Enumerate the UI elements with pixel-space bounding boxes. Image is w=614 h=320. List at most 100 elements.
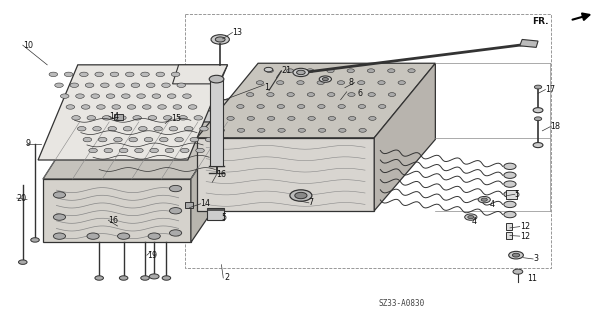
Circle shape [317,81,324,84]
Polygon shape [43,179,191,243]
Circle shape [268,116,275,120]
Text: 16: 16 [108,216,119,225]
Circle shape [468,215,474,219]
Bar [207,208,224,220]
Circle shape [509,252,523,259]
Circle shape [237,105,244,108]
Polygon shape [519,39,538,47]
Circle shape [478,196,491,203]
Circle shape [117,233,130,239]
Circle shape [87,233,99,239]
Circle shape [348,93,355,96]
Circle shape [368,93,375,96]
Circle shape [319,76,332,82]
Circle shape [398,81,405,84]
Polygon shape [197,63,435,138]
Circle shape [154,126,162,131]
Circle shape [266,69,273,73]
Circle shape [137,94,146,98]
Circle shape [139,126,147,131]
Polygon shape [197,138,375,211]
Circle shape [93,126,101,131]
Circle shape [369,116,376,120]
Text: 8: 8 [349,78,354,87]
Text: 5: 5 [515,190,520,199]
Circle shape [169,126,177,131]
Circle shape [246,93,254,96]
Circle shape [322,77,328,81]
Circle shape [104,148,112,153]
Circle shape [119,148,128,153]
Text: 2: 2 [225,273,230,282]
Circle shape [80,72,88,76]
Polygon shape [173,65,228,84]
Circle shape [504,212,516,218]
Circle shape [216,37,225,42]
Circle shape [161,83,170,87]
Circle shape [378,105,386,108]
Circle shape [70,83,79,87]
Text: 16: 16 [217,170,227,179]
Circle shape [60,94,69,98]
Circle shape [258,128,265,132]
Circle shape [181,148,189,153]
Circle shape [49,72,58,76]
Circle shape [247,116,255,120]
Circle shape [101,83,109,87]
Circle shape [125,72,134,76]
Circle shape [108,126,117,131]
Circle shape [408,69,415,73]
Text: 4: 4 [472,217,477,226]
Circle shape [163,116,172,120]
Circle shape [288,116,295,120]
Text: 18: 18 [550,122,560,131]
Circle shape [188,105,197,109]
Circle shape [184,126,193,131]
Bar [114,114,123,120]
Polygon shape [43,122,228,179]
Circle shape [534,117,542,121]
Circle shape [319,128,326,132]
Circle shape [87,116,96,120]
Circle shape [158,105,166,109]
Text: 11: 11 [527,274,537,283]
Circle shape [141,276,149,280]
Circle shape [276,81,284,84]
Text: 21: 21 [281,66,292,75]
Circle shape [328,116,336,120]
Circle shape [504,181,516,187]
Circle shape [317,105,325,108]
Text: 13: 13 [233,28,243,37]
Circle shape [168,94,176,98]
Circle shape [177,83,185,87]
Text: FR.: FR. [532,17,548,26]
Circle shape [227,116,235,120]
Circle shape [95,276,104,280]
Circle shape [112,105,120,109]
Circle shape [513,269,523,274]
Circle shape [156,72,165,76]
Circle shape [297,70,305,75]
Circle shape [165,148,174,153]
Circle shape [173,105,182,109]
Circle shape [160,137,168,142]
Circle shape [182,94,191,98]
Circle shape [357,81,365,84]
Circle shape [295,192,307,199]
Circle shape [119,276,128,280]
Circle shape [257,105,264,108]
Text: 3: 3 [533,254,538,263]
Circle shape [533,142,543,148]
Circle shape [512,253,519,257]
Circle shape [142,105,151,109]
Text: 15: 15 [171,114,181,123]
Text: 20: 20 [17,194,27,203]
Circle shape [504,172,516,178]
Circle shape [122,94,130,98]
Circle shape [110,72,119,76]
Circle shape [504,201,516,208]
Circle shape [53,192,66,198]
Circle shape [133,116,141,120]
Circle shape [131,83,140,87]
Polygon shape [191,122,228,243]
